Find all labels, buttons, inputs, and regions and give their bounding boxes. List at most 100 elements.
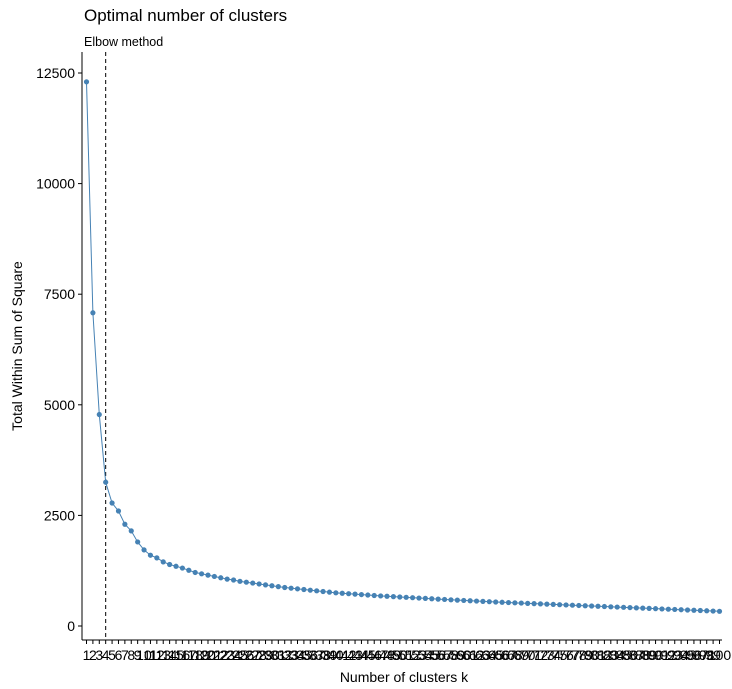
- data-point: [154, 555, 160, 561]
- x-tick-label: 97: [693, 647, 709, 663]
- data-point: [256, 581, 262, 587]
- x-tick-label: 28: [251, 647, 267, 663]
- data-point: [512, 600, 518, 606]
- data-point: [135, 539, 141, 545]
- data-point: [640, 605, 646, 611]
- data-point: [205, 572, 211, 578]
- x-tick-label: 64: [482, 647, 498, 663]
- data-point: [537, 601, 544, 607]
- x-tick-label: 33: [283, 647, 299, 663]
- data-point: [250, 580, 256, 586]
- data-point: [486, 599, 492, 605]
- x-tick-label: 9: [134, 647, 142, 663]
- data-point: [454, 597, 460, 603]
- data-point: [160, 559, 166, 565]
- data-point: [307, 587, 313, 593]
- x-tick-label: 38: [315, 647, 331, 663]
- data-point: [371, 592, 377, 599]
- x-tick-label: 25: [232, 647, 248, 663]
- x-tick-label: 73: [539, 647, 555, 663]
- x-tick-label: 93: [667, 647, 683, 663]
- x-tick-label: 40: [328, 647, 344, 663]
- chart-title: Optimal number of clusters: [84, 6, 288, 25]
- data-point: [691, 607, 697, 613]
- x-tick-label: 83: [603, 647, 619, 663]
- data-point: [576, 602, 582, 609]
- x-tick-label: 21: [207, 647, 223, 663]
- data-point: [230, 577, 237, 583]
- data-point: [493, 599, 499, 605]
- x-tick-label: 62: [469, 647, 485, 663]
- x-tick-label: 4: [102, 647, 110, 663]
- data-point: [652, 606, 659, 612]
- data-point: [224, 576, 230, 582]
- data-point: [109, 500, 115, 506]
- data-point: [633, 605, 639, 611]
- data-point: [467, 598, 473, 604]
- series-points: [83, 79, 723, 614]
- data-point: [179, 565, 186, 571]
- x-tick-label: 12: [149, 647, 165, 663]
- x-tick-label: 36: [302, 647, 318, 663]
- data-point: [710, 608, 716, 614]
- data-point: [518, 600, 524, 606]
- data-point: [461, 597, 467, 604]
- data-point: [429, 596, 435, 602]
- data-point: [589, 603, 595, 609]
- data-point: [243, 579, 249, 585]
- x-tick-label: 41: [334, 647, 350, 663]
- data-point: [186, 567, 192, 573]
- x-tick-label: 88: [635, 647, 651, 663]
- x-tick-label: 74: [545, 647, 561, 663]
- data-point: [448, 597, 454, 603]
- data-point: [665, 606, 671, 612]
- x-tick-label: 30: [264, 647, 280, 663]
- data-point: [167, 561, 173, 568]
- series-polyline: [86, 81, 720, 612]
- y-tick-label: 2500: [44, 507, 75, 523]
- x-tick-label: 81: [590, 647, 606, 663]
- data-point: [128, 528, 134, 534]
- data-point: [282, 584, 288, 591]
- x-tick-label: 90: [648, 647, 664, 663]
- x-tick-label: 45: [360, 647, 376, 663]
- x-tick-label: 31: [271, 647, 287, 663]
- x-tick-label: 39: [322, 647, 338, 663]
- data-point: [83, 79, 90, 85]
- data-point: [646, 605, 652, 611]
- x-tick-label: 13: [155, 647, 171, 663]
- data-point: [525, 600, 531, 606]
- x-tick-label: 55: [424, 647, 440, 663]
- data-point: [697, 607, 703, 614]
- x-tick-label: 42: [341, 647, 357, 663]
- x-tick-label: 95: [680, 647, 696, 663]
- x-tick-label: 35: [296, 647, 312, 663]
- x-tick-label: 53: [411, 647, 427, 663]
- x-tick-label: 68: [507, 647, 523, 663]
- x-tick-label: 5: [108, 647, 116, 663]
- x-axis-label: Number of clusters k: [340, 669, 469, 685]
- x-tick-label: 89: [641, 647, 657, 663]
- x-tick-label: 70: [520, 647, 536, 663]
- x-tick-label: 85: [616, 647, 632, 663]
- data-point: [620, 604, 627, 610]
- x-tick-label: 63: [475, 647, 491, 663]
- x-tick-label: 98: [699, 647, 715, 663]
- data-point: [294, 586, 301, 592]
- chart-subtitle: Elbow method: [84, 35, 164, 49]
- x-tick-label: 91: [654, 647, 670, 663]
- data-point: [96, 411, 102, 418]
- data-point: [262, 582, 269, 588]
- data-point: [684, 607, 691, 613]
- x-tick-label: 54: [418, 647, 434, 663]
- series-line: [86, 81, 720, 612]
- x-tick-label: 59: [450, 647, 466, 663]
- data-point: [275, 584, 281, 590]
- x-tick-label: 16: [175, 647, 191, 663]
- y-tick-label: 7500: [44, 286, 75, 302]
- data-point: [358, 591, 365, 598]
- x-tick-label: 11: [143, 647, 158, 663]
- x-tick-label: 80: [584, 647, 600, 663]
- x-tick-label: 34: [290, 647, 306, 663]
